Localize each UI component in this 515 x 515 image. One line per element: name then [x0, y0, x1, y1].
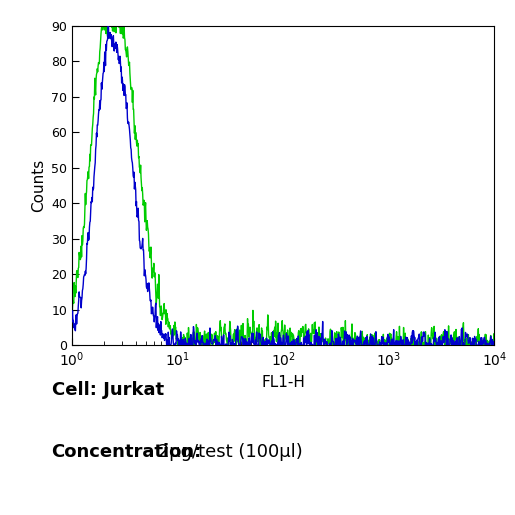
Y-axis label: Counts: Counts	[31, 159, 46, 212]
Text: 2μg/test (100μl): 2μg/test (100μl)	[152, 443, 303, 461]
X-axis label: FL1-H: FL1-H	[261, 375, 305, 390]
Text: Concentration:: Concentration:	[52, 443, 202, 461]
Text: Cell: Jurkat: Cell: Jurkat	[52, 381, 164, 399]
